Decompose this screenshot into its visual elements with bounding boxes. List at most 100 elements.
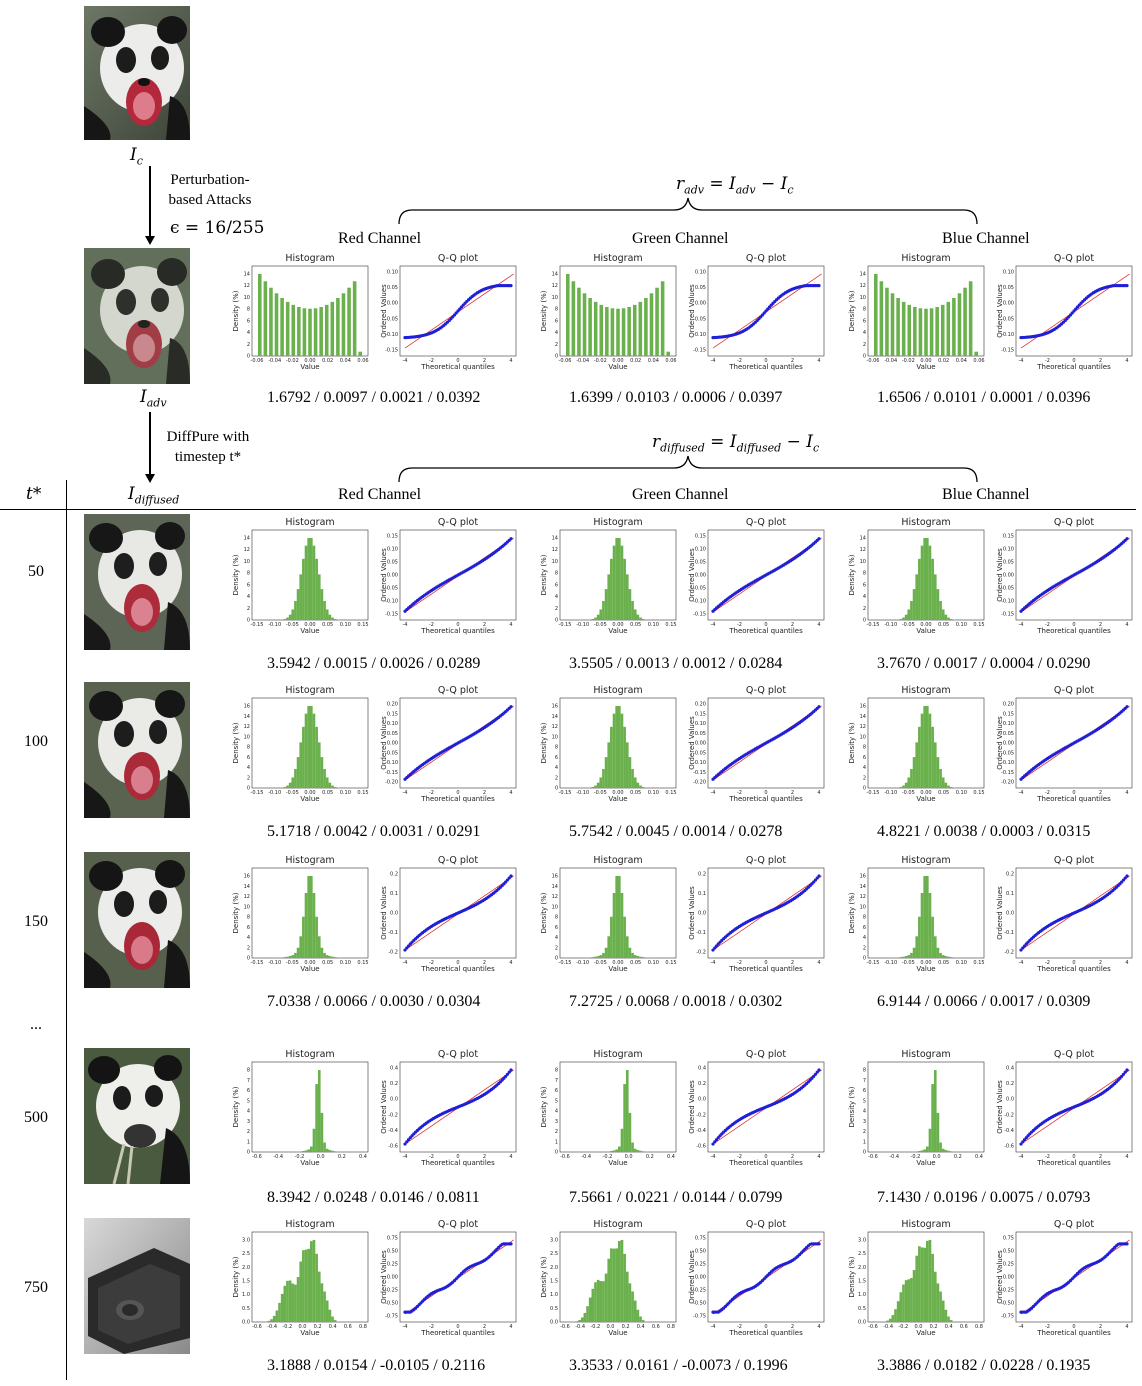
histogram-bar [319,307,323,356]
qq-ytick: 0.25 [387,1262,398,1268]
qq-xtick: -2 [737,1324,742,1330]
qq-ytick: 0.4 [390,1066,398,1072]
histogram-xlabel: Value [916,1159,935,1167]
qq-ytick: 0.20 [695,702,706,708]
histogram-ytick: 10 [552,904,558,910]
channel-plots-row4-ch0: Histogram -0.6 -0.4 -0.2 0.0 0.2 0.4 0 1 2 3 4 5 6 7 8 V… [232,1049,517,1167]
histogram-ylabel: Density (%) [232,554,240,595]
qq-ytick: -0.05 [693,586,706,592]
qq-title: Q-Q plot [746,1219,786,1230]
histogram-bar [620,1128,624,1152]
histogram-ytick: 6 [247,755,250,761]
qq-xtick: 2 [483,1154,486,1160]
qq-ytick: 0.15 [387,711,398,717]
histogram-bar [333,618,337,620]
qq-ytick: -0.05 [1001,316,1014,322]
histogram-ytick: 1.0 [242,1292,250,1298]
histogram-bar [610,308,615,356]
qq-point [507,1070,511,1074]
histogram-bar [602,769,605,788]
histogram-bar [632,304,637,356]
qq-ytick: 0.1 [698,891,706,897]
histogram-ytick: 10 [860,559,866,565]
channel-header-green-adv: Green Channel [632,230,729,247]
histogram-bar [620,1240,624,1322]
histogram-ytick: 4 [247,935,250,941]
histogram-ytick: 2 [863,606,866,612]
histogram-bar [328,1150,332,1152]
histogram-ytick: 1.5 [242,1279,250,1285]
histogram-bar [974,351,978,356]
histogram-bar [604,757,608,788]
histogram-bar [263,281,268,356]
qq-ytick: 0.00 [387,741,398,747]
histogram-xtick: -0.05 [286,790,299,796]
histogram-chart: Histogram -0.6 -0.4 -0.2 0.0 0.2 0.4 0 1 2 3 4 5 6 7 8 V… [232,1049,369,1167]
qq-ylabel: Ordered Values [380,716,388,770]
histogram-bar [297,307,301,356]
qq-title: Q-Q plot [438,517,478,528]
radv-brace [398,197,978,225]
histogram-bar [641,957,645,958]
histogram-bar [641,1151,645,1152]
histogram-bar [299,1151,303,1152]
qq-point [1125,284,1129,288]
channel-header-red-diffused: Red Channel [338,486,422,503]
histogram-bar [936,947,940,958]
histogram-xlabel: Value [916,363,935,371]
qq-chart: Q-Q plot -4 -2 0 2 4 -0.15 -0.10 -0.05 0.00 0.05 0.… [688,253,825,371]
qq-ytick: -0.6 [1004,1144,1014,1150]
histogram-bar [947,1150,950,1152]
histogram-bar [910,601,913,620]
histogram-bar [939,952,942,958]
histogram-bar [324,304,329,356]
histogram-xtick: 0.15 [665,960,676,966]
histogram-ytick: 6 [863,755,866,761]
histogram-chart: Histogram -0.15 -0.10 -0.05 0.00 0.05 0.10 0.15… [848,517,985,635]
qq-xtick: 4 [817,790,820,796]
histogram-bar [628,757,632,788]
histogram-ytick: 14 [244,272,250,278]
histogram-bar [899,618,903,620]
histogram-xtick: 0.10 [956,790,967,796]
qq-ytick: 0.00 [387,573,398,579]
qq-ytick: -0.20 [1001,780,1014,786]
histogram-bar [331,1150,334,1152]
qq-point [1125,1068,1129,1072]
histogram-bar [918,308,923,356]
histogram-xtick: 0.06 [665,358,676,364]
histogram-bar [333,1320,337,1322]
histogram-bar [631,1291,634,1322]
histogram-xtick: 0.02 [322,358,333,364]
histogram-xtick: 0.00 [612,622,623,628]
histogram-ytick: 10 [860,904,866,910]
qq-ytick: 0.00 [695,573,706,579]
histogram-bar [286,956,289,958]
histogram-ytick: 0 [555,354,558,360]
histogram-ytick: 4 [863,1109,866,1115]
histogram-bar [596,1279,600,1322]
qq-xtick: -2 [429,622,434,628]
histogram-bar [317,1271,321,1322]
channel-stats: 6.9144 / 0.0066 / 0.0017 / 0.0309 [877,993,1091,1010]
histogram-ytick: 12 [552,283,558,289]
histogram-ytick: 4 [247,1109,250,1115]
histogram-bar [885,287,889,356]
histogram-bar [594,617,597,620]
channel-plots-row2-ch2: Histogram -0.15 -0.10 -0.05 0.00 0.05 0.10 0.15… [848,685,1133,803]
histogram-xtick: 0.2 [622,1324,630,1330]
histogram-bar [941,1300,945,1322]
histogram-bar [588,1297,592,1322]
histogram-ytick: 6 [555,755,558,761]
histogram-xtick: -0.10 [576,622,589,628]
histogram-ytick: 0 [247,354,250,360]
qq-xtick: -4 [403,622,408,628]
histogram-bar [331,785,334,788]
qq-xtick: 4 [509,1154,512,1160]
histogram-bar [604,947,608,958]
histogram-bar [323,952,326,958]
histogram-bar [944,1309,948,1322]
histogram-ytick: 14 [244,884,250,890]
histogram-bar [931,1253,934,1322]
histogram-bar [949,957,953,958]
